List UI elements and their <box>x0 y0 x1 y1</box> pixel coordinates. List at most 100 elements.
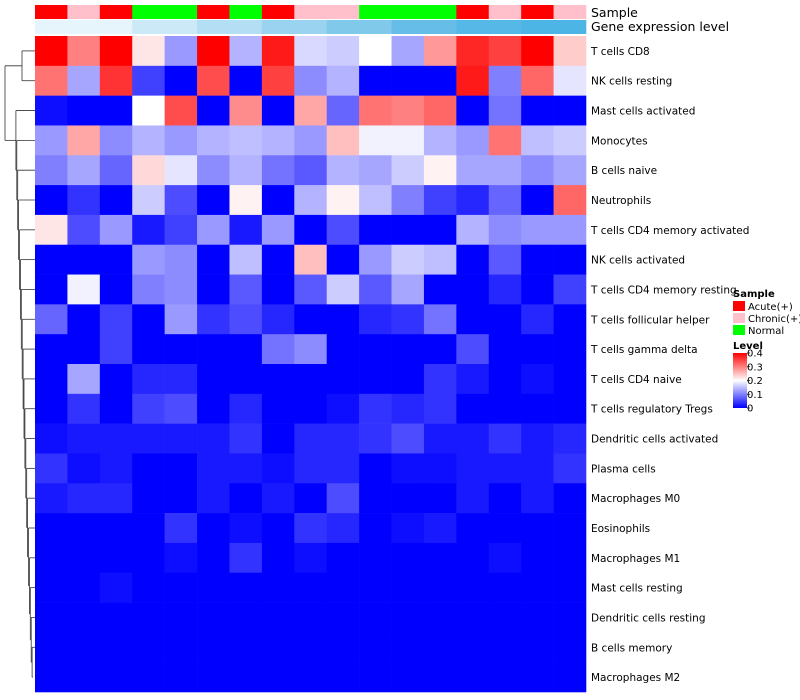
heatmap-cell <box>423 513 457 544</box>
heatmap-cell <box>423 155 457 186</box>
expression-level-cell <box>67 20 101 34</box>
heatmap-cell <box>197 214 230 246</box>
heatmap-cell <box>197 483 230 514</box>
heatmap-cell <box>359 483 392 514</box>
heatmap-cell <box>294 423 328 454</box>
heatmap-cell <box>359 185 392 216</box>
row-label: T cells CD4 memory resting <box>590 284 737 296</box>
heatmap-cell <box>294 453 328 484</box>
heatmap-cell <box>553 65 587 96</box>
heatmap-cell <box>132 185 165 216</box>
heatmap-cell <box>261 632 295 663</box>
heatmap-cell <box>294 304 328 335</box>
heatmap-cell <box>423 95 457 126</box>
heatmap-cell <box>197 364 230 395</box>
heatmap-cell <box>553 662 587 693</box>
heatmap-cell <box>294 65 328 96</box>
heatmap-cell <box>423 364 457 395</box>
heatmap-cell <box>35 513 68 544</box>
row-labels: T cells CD8 NK cells resting Mast cells ac… <box>590 46 749 684</box>
heatmap-cell <box>488 602 522 633</box>
legend: Sample Acute(+)Chronic(+)Normal Level 0.… <box>733 289 800 415</box>
heatmap-cell <box>359 125 392 156</box>
heatmap-cell <box>132 453 165 484</box>
heatmap-cell <box>67 185 101 216</box>
heatmap-cell <box>359 65 392 96</box>
sample-annotation-cell <box>423 5 457 19</box>
heatmap-cell <box>229 334 263 365</box>
heatmap-cell <box>67 453 101 484</box>
heatmap-cell <box>456 602 490 633</box>
heatmap-cell <box>294 632 328 663</box>
heatmap-cell <box>553 602 587 633</box>
heatmap-cell <box>359 632 392 663</box>
heatmap-cell <box>553 393 587 424</box>
heatmap-cell <box>391 274 425 305</box>
heatmap-cell <box>553 244 587 275</box>
heatmap-cell <box>132 393 165 424</box>
heatmap-cell <box>229 513 263 544</box>
heatmap-cell <box>294 483 328 514</box>
expression-level-cell <box>359 20 392 34</box>
heatmap-cell <box>99 364 133 395</box>
heatmap-cell <box>521 95 554 126</box>
heatmap-cell <box>423 274 457 305</box>
heatmap-cell <box>521 214 554 246</box>
heatmap-cells <box>35 36 587 693</box>
heatmap-cell <box>164 423 198 454</box>
heatmap-cell <box>423 542 457 574</box>
heatmap-cell <box>326 423 360 454</box>
heatmap-cell <box>261 95 295 126</box>
row-dendrogram <box>4 50 35 678</box>
heatmap-cell <box>229 542 263 574</box>
heatmap-cell <box>261 393 295 424</box>
row-label: T cells regulatory Tregs <box>590 404 713 416</box>
heatmap-cell <box>521 662 554 693</box>
heatmap-cell <box>521 364 554 395</box>
heatmap-cell <box>456 334 490 365</box>
heatmap-cell <box>359 155 392 186</box>
heatmap-cell <box>197 572 230 603</box>
expression-level-cell <box>521 20 554 34</box>
heatmap-cell <box>261 483 295 514</box>
heatmap-cell <box>488 185 522 216</box>
heatmap-cell <box>99 155 133 186</box>
heatmap-cell <box>553 542 587 574</box>
sample-annotation-cell <box>229 5 263 19</box>
heatmap-cell <box>294 542 328 574</box>
heatmap-cell <box>391 542 425 574</box>
sample-annotation-cell <box>164 5 198 19</box>
heatmap-cell <box>99 572 133 603</box>
heatmap-cell <box>391 244 425 275</box>
heatmap-cell <box>521 334 554 365</box>
heatmap-cell <box>326 155 360 186</box>
heatmap-cell <box>553 513 587 544</box>
heatmap-cell <box>99 334 133 365</box>
heatmap-cell <box>359 274 392 305</box>
heatmap-cell <box>99 65 133 96</box>
expression-level-cell <box>197 20 230 34</box>
level-colorbar <box>733 353 747 408</box>
heatmap-cell <box>521 65 554 96</box>
heatmap-cell <box>197 155 230 186</box>
sample-annotation-cell <box>132 5 165 19</box>
heatmap-cell <box>229 214 263 246</box>
heatmap-cell <box>521 483 554 514</box>
heatmap-cell <box>359 244 392 275</box>
expression-level-cell <box>391 20 425 34</box>
heatmap-cell <box>197 125 230 156</box>
heatmap-cell <box>359 602 392 633</box>
heatmap-cell <box>164 304 198 335</box>
heatmap-cell <box>261 334 295 365</box>
level-tick-label: 0.2 <box>747 376 763 387</box>
heatmap-cell <box>132 542 165 574</box>
heatmap-cell <box>35 304 68 335</box>
heatmap-cell <box>456 65 490 96</box>
heatmap-cell <box>359 214 392 246</box>
heatmap-cell <box>488 513 522 544</box>
heatmap-cell <box>521 304 554 335</box>
heatmap-cell <box>488 125 522 156</box>
heatmap-cell <box>294 364 328 395</box>
heatmap-cell <box>521 155 554 186</box>
gene-expression-track-label: Gene expression level <box>591 19 729 34</box>
